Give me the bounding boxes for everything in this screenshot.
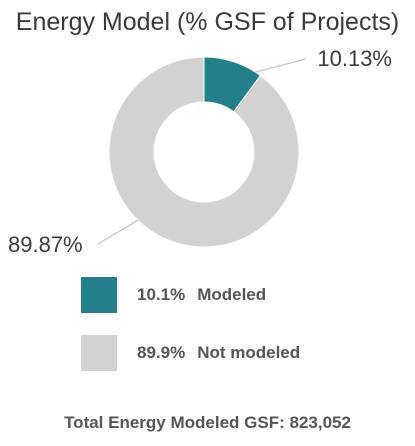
chart-title: Energy Model (% GSF of Projects) bbox=[15, 8, 400, 36]
legend-item-modeled: 10.1% Modeled bbox=[137, 285, 266, 305]
leader-line-not-modeled bbox=[97, 219, 139, 245]
total-gsf-footer: Total Energy Modeled GSF: 823,052 bbox=[64, 413, 351, 432]
data-label-modeled: 10.13% bbox=[317, 46, 392, 71]
data-label-not-modeled: 89.87% bbox=[8, 232, 83, 257]
legend-label-modeled: Modeled bbox=[197, 285, 267, 304]
legend-pct-modeled: 10.1% bbox=[137, 285, 186, 304]
legend-label-not-modeled: Not modeled bbox=[197, 343, 301, 362]
legend-item-not-modeled: 89.9% Not modeled bbox=[137, 343, 300, 363]
legend-swatch-modeled bbox=[81, 277, 117, 313]
leader-line-modeled bbox=[255, 58, 307, 73]
legend-pct-not-modeled: 89.9% bbox=[137, 343, 186, 362]
donut-slice-not-modeled bbox=[108, 56, 300, 248]
legend-swatch-not-modeled bbox=[81, 335, 117, 371]
